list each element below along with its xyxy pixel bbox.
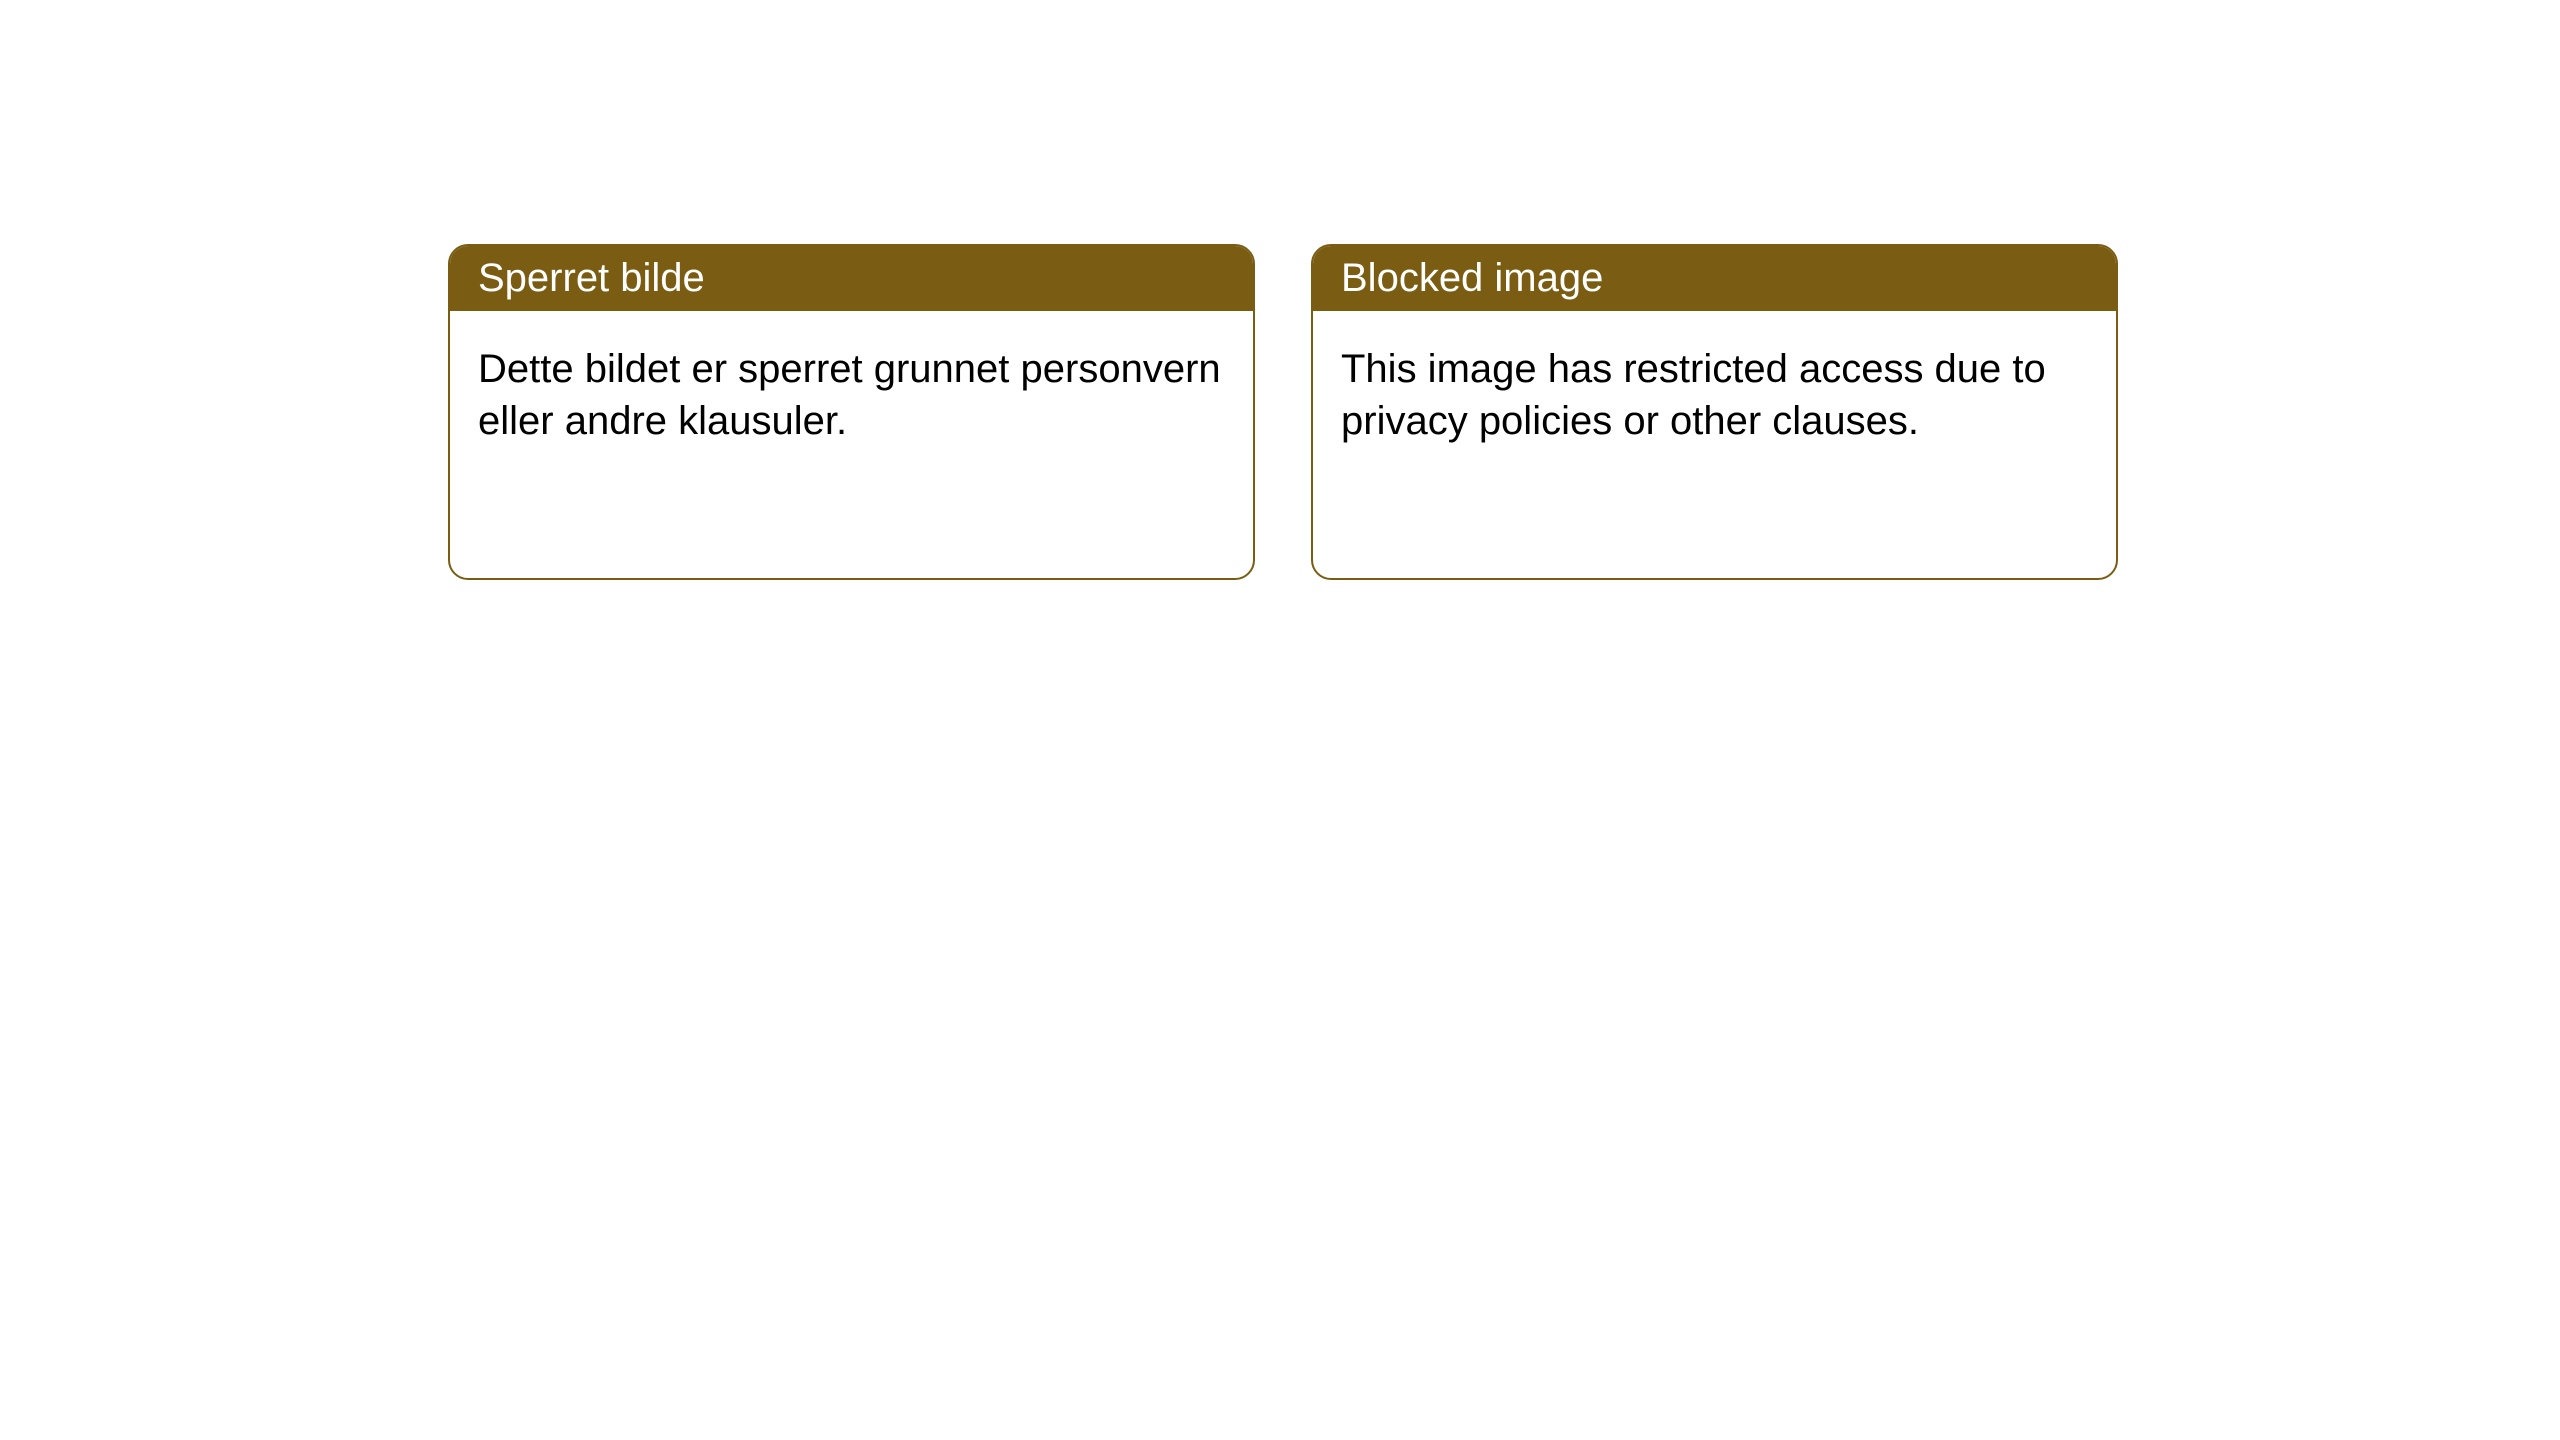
notice-title: Sperret bilde	[478, 256, 705, 300]
notice-card-english: Blocked image This image has restricted …	[1311, 244, 2118, 580]
notice-body: This image has restricted access due to …	[1313, 311, 2116, 479]
notice-title: Blocked image	[1341, 256, 1603, 300]
notice-header: Blocked image	[1313, 246, 2116, 311]
notice-message: This image has restricted access due to …	[1341, 347, 2046, 443]
notice-container: Sperret bilde Dette bildet er sperret gr…	[448, 244, 2118, 580]
notice-card-norwegian: Sperret bilde Dette bildet er sperret gr…	[448, 244, 1255, 580]
notice-body: Dette bildet er sperret grunnet personve…	[450, 311, 1253, 479]
notice-header: Sperret bilde	[450, 246, 1253, 311]
notice-message: Dette bildet er sperret grunnet personve…	[478, 347, 1221, 443]
